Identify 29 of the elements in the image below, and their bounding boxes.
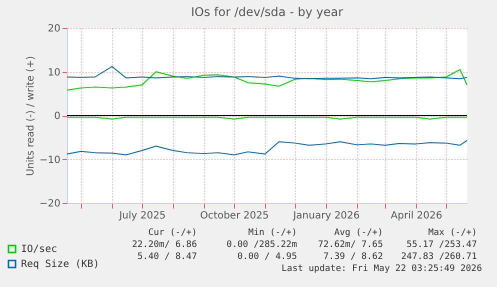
y-tick-label: 20	[48, 24, 60, 34]
text: 0.00 /285.22m	[226, 240, 297, 250]
text: 22.20m/ 6.86	[132, 240, 197, 250]
x-tick-label: January 2026	[292, 210, 360, 222]
text: 72.62m/ 7.65	[318, 240, 383, 250]
x-tick-label: October 2025	[200, 210, 269, 222]
x-tick-label: April 2026	[390, 210, 442, 222]
legend-label: IO/sec	[21, 244, 58, 255]
text: Cur (-/+)	[148, 228, 197, 238]
y-tick-label: −10	[39, 154, 60, 166]
text: 0.00 / 4.95	[237, 252, 297, 262]
chart-title: IOs for /dev/sda - by year	[190, 5, 344, 19]
line-series	[66, 66, 468, 80]
text: 7.39 / 8.62	[323, 252, 383, 262]
text: Max (-/+)	[428, 228, 477, 238]
text: 55.17 /253.47	[406, 240, 477, 250]
y-axis-title: Units read (-) / write (+)	[25, 56, 36, 176]
x-tick-label: July 2025	[118, 210, 166, 222]
y-tick-label: 0	[54, 111, 60, 122]
text: Avg (-/+)	[334, 228, 383, 238]
y-tick-label: 10	[48, 67, 60, 78]
text: 247.83 /260.71	[401, 252, 477, 262]
text: Min (-/+)	[248, 228, 297, 238]
y-tick-label: −20	[39, 198, 60, 210]
line-series	[66, 69, 468, 91]
text: 5.40 / 8.47	[137, 252, 197, 262]
text: Last update: Fri May 22 03:25:49 2026	[282, 264, 482, 274]
line-series	[66, 140, 468, 156]
legend-label: Req Size (KB)	[21, 259, 100, 270]
